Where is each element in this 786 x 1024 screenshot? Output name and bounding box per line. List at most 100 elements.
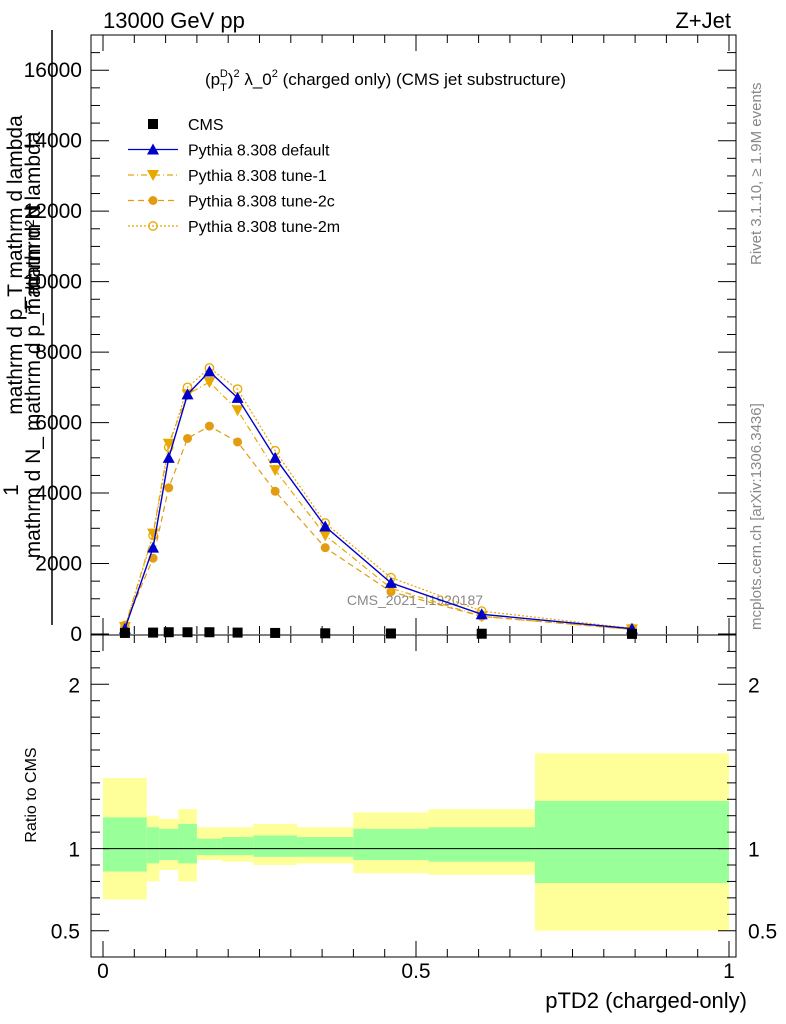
ratio-band-inner xyxy=(146,827,160,864)
data-point xyxy=(626,628,637,639)
series-line xyxy=(124,367,633,629)
y-tick-label: 8000 xyxy=(35,341,82,364)
data-point xyxy=(319,520,332,532)
legend-label: CMS xyxy=(188,117,224,134)
ratio-y-label: Ratio to CMS xyxy=(23,747,40,842)
data-point xyxy=(119,627,130,638)
y-label-den1: mathrm d N_ mathrm d p_T mathrm d lambda xyxy=(22,131,45,558)
legend-entry: Pythia 8.308 tune-1 xyxy=(128,168,327,185)
x-axis-label: pTD2 (charged-only) xyxy=(545,988,747,1013)
ratio-frame xyxy=(90,634,737,958)
y-label-one: 1 xyxy=(0,484,23,496)
x-tick-label: 0 xyxy=(97,960,109,983)
data-point xyxy=(148,627,159,638)
x-tick-label: 1 xyxy=(723,960,735,983)
data-point xyxy=(320,628,331,639)
legend-label: Pythia 8.308 default xyxy=(188,143,330,160)
ratio-y-tick-labels: 0.5 0.5 1 1 2 2 xyxy=(51,674,777,943)
data-point xyxy=(384,576,397,588)
legend-entry: Pythia 8.308 default xyxy=(128,143,330,160)
ratio-band-inner xyxy=(253,835,298,857)
data-point xyxy=(385,628,396,639)
legend-label: Pythia 8.308 tune-1 xyxy=(188,168,327,185)
data-point xyxy=(476,628,487,639)
data-point xyxy=(269,451,282,463)
y-tick-label: 16000 xyxy=(24,59,82,82)
data-point xyxy=(231,405,244,417)
ratio-y-tick-label-left: 0.5 xyxy=(51,921,80,944)
y-tick-label: 2000 xyxy=(35,553,82,576)
data-point xyxy=(233,437,243,447)
data-point xyxy=(270,627,281,638)
data-point xyxy=(320,543,330,553)
legend-marker xyxy=(148,221,158,231)
ratio-band-inner xyxy=(534,800,729,884)
data-point xyxy=(270,486,280,496)
y-tick-label: 10000 xyxy=(24,271,82,294)
ratio-y-tick-label-left: 1 xyxy=(68,839,80,862)
data-point xyxy=(162,438,175,450)
ratio-plot: 0.5 0.51 12 2 0 0.5 1 Ratio to CMS pTD2 (char… xyxy=(23,634,777,1013)
mcplots-label: mcplots.cern.ch [arXiv:1306.3436] xyxy=(748,403,765,630)
plot-title: (pTD)2 λ_02 (charged only) (CMS jet subs… xyxy=(205,68,566,94)
data-point xyxy=(147,541,160,553)
x-tick-labels: 0 0.5 1 xyxy=(97,960,735,983)
y-tick-label: 0 xyxy=(70,623,82,646)
legend-entry: CMS xyxy=(148,117,224,134)
y-tick-label: 6000 xyxy=(35,412,82,435)
data-point xyxy=(204,627,215,638)
main-y-axis-label: mathrm d²N mathrm d p_T mathrm d lambda … xyxy=(0,30,53,625)
data-point xyxy=(475,608,488,620)
y-label-den2: mathrm d p_T mathrm d lambda xyxy=(4,115,27,415)
rivet-label: Rivet 3.1.10, ≥ 1.9M events xyxy=(748,83,765,266)
y-tick-label: 12000 xyxy=(24,200,82,223)
series-line xyxy=(124,381,633,631)
data-point xyxy=(183,433,193,443)
legend-marker xyxy=(148,196,158,205)
data-point xyxy=(269,465,282,477)
y-tick-label: 14000 xyxy=(24,130,82,153)
ratio-y-tick-label-right: 0.5 xyxy=(748,921,777,944)
ratio-band-inner xyxy=(297,837,354,857)
legend-marker xyxy=(147,170,159,181)
legend-label: Pythia 8.308 tune-2c xyxy=(188,194,335,211)
series-line xyxy=(124,370,633,630)
ratio-y-tick-label-right: 2 xyxy=(748,674,760,697)
ratio-band-inner xyxy=(221,837,254,856)
data-point xyxy=(181,388,194,400)
energy-label: 13000 GeV pp xyxy=(103,8,245,33)
main-plot: 0 2000 4000 6000 8000 10000 12000 14000 16000 ma… xyxy=(0,30,737,646)
data-point xyxy=(203,377,216,389)
ratio-band-inner xyxy=(159,828,179,861)
legend-marker xyxy=(148,119,158,129)
data-point xyxy=(232,627,243,638)
y-tick-label: 4000 xyxy=(35,482,82,505)
ratio-y-tick-label-left: 2 xyxy=(68,674,80,697)
data-point xyxy=(319,530,332,542)
ratio-axis-ticks xyxy=(91,635,736,957)
data-point xyxy=(164,483,174,493)
series-cms xyxy=(119,627,637,639)
series-layer xyxy=(118,363,638,639)
data-point xyxy=(182,627,193,638)
ratio-band-inner xyxy=(178,823,197,864)
main-y-tick-labels: 0 2000 4000 6000 8000 10000 12000 14000 16000 xyxy=(24,59,82,646)
ratio-bands xyxy=(103,753,729,931)
x-tick-label: 0.5 xyxy=(401,960,430,983)
data-point xyxy=(204,421,214,431)
legend-marker xyxy=(147,143,159,155)
analysis-watermark: CMS_2021_I1920187 xyxy=(347,592,483,608)
ratio-band-inner xyxy=(428,827,535,862)
ratio-band-inner xyxy=(103,817,147,872)
y-label-numerator: mathrm d²N xyxy=(22,205,45,316)
data-point xyxy=(163,627,174,638)
main-axis-ticks xyxy=(91,34,736,635)
data-point xyxy=(162,451,175,463)
legend: CMS Pythia 8.308 default Pythia 8.308 tune… xyxy=(128,117,340,236)
legend-label: Pythia 8.308 tune-2m xyxy=(188,219,340,236)
data-point xyxy=(203,365,216,377)
ratio-y-tick-label-right: 1 xyxy=(748,839,760,862)
process-label: Z+Jet xyxy=(675,8,731,33)
ratio-band-inner xyxy=(353,828,429,861)
